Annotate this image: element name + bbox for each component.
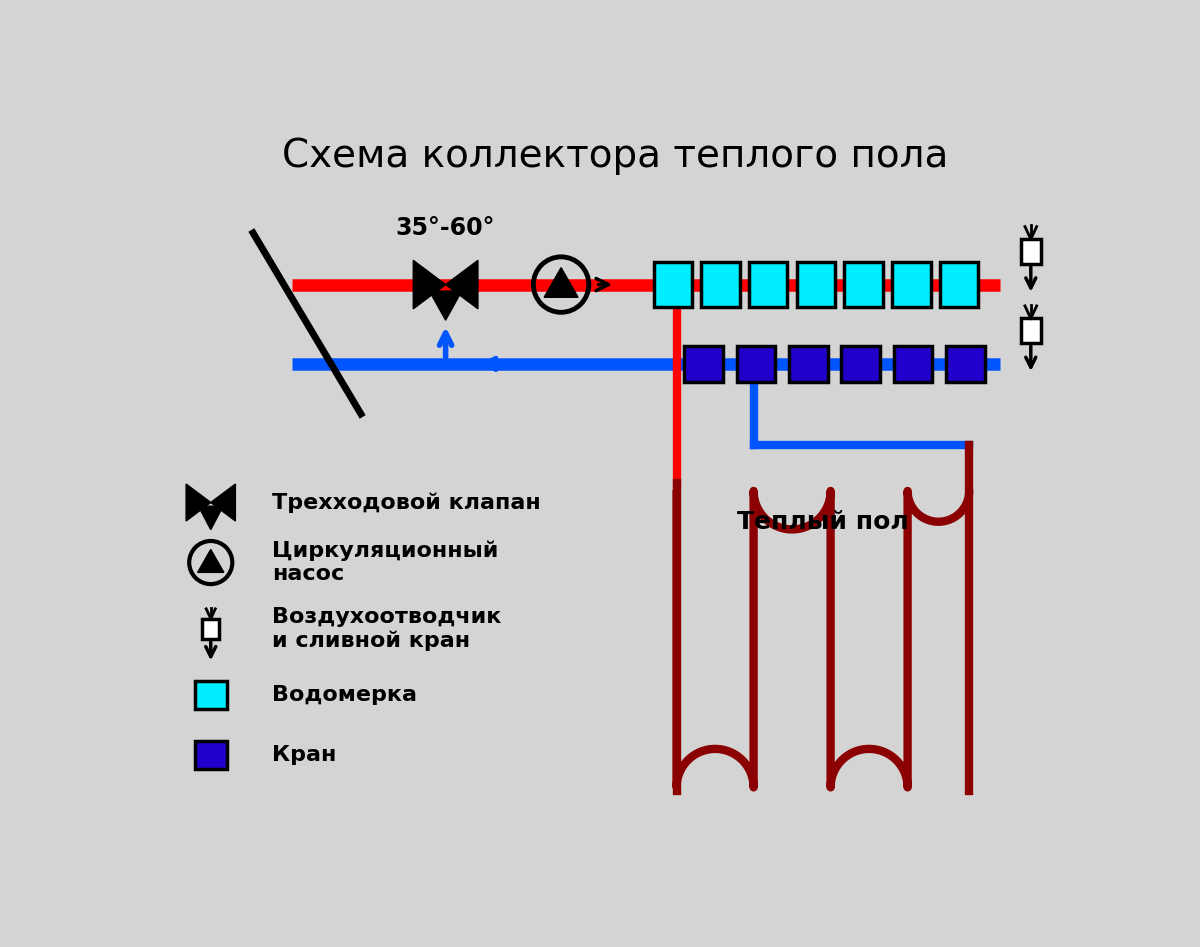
Bar xyxy=(841,347,880,382)
Text: Водомерка: Водомерка xyxy=(272,685,418,705)
Polygon shape xyxy=(198,507,223,529)
Bar xyxy=(194,741,227,769)
Text: Кран: Кран xyxy=(272,744,337,765)
Bar xyxy=(749,262,787,307)
Bar xyxy=(845,262,883,307)
Bar xyxy=(940,262,978,307)
Polygon shape xyxy=(211,484,235,521)
Text: Трехходовой клапан: Трехходовой клапан xyxy=(272,492,541,512)
Polygon shape xyxy=(430,291,462,320)
Bar xyxy=(737,347,775,382)
Text: Циркуляционный
насос: Циркуляционный насос xyxy=(272,541,499,584)
Text: Воздухоотводчик
и сливной кран: Воздухоотводчик и сливной кран xyxy=(272,607,502,651)
Bar xyxy=(1021,240,1040,264)
Bar xyxy=(893,262,931,307)
Bar xyxy=(194,681,227,708)
Text: Схема коллектора теплого пола: Схема коллектора теплого пола xyxy=(282,137,948,175)
Bar xyxy=(654,262,692,307)
Text: Теплый пол: Теплый пол xyxy=(737,509,908,534)
Text: 35°-60°: 35°-60° xyxy=(396,216,496,240)
Bar xyxy=(790,347,828,382)
Bar xyxy=(684,347,722,382)
Bar xyxy=(701,262,739,307)
Bar xyxy=(946,347,984,382)
Bar xyxy=(894,347,932,382)
Bar xyxy=(797,262,835,307)
Polygon shape xyxy=(413,260,445,309)
Bar xyxy=(203,618,220,638)
Bar xyxy=(1021,318,1040,343)
Polygon shape xyxy=(445,260,478,309)
Polygon shape xyxy=(198,549,224,572)
Polygon shape xyxy=(544,268,578,297)
Polygon shape xyxy=(186,484,211,521)
